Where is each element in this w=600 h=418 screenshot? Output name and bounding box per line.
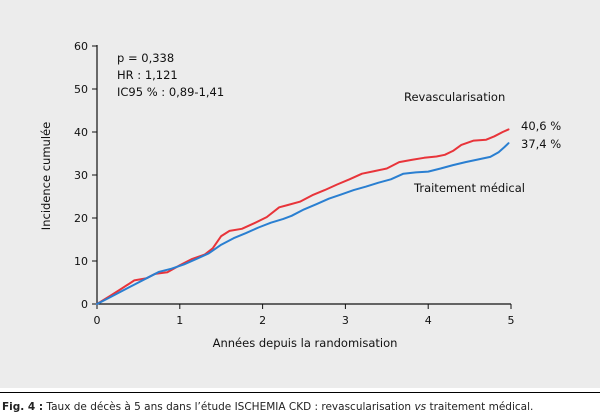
x-tick-label: 0: [94, 314, 101, 327]
end-label-revascularisation: 40,6 %: [521, 119, 561, 133]
y-axis-title: Incidence cumulée: [39, 122, 53, 230]
y-tick-label: 10: [74, 255, 88, 268]
series-lines: [96, 128, 510, 305]
ticks: 0 10 20 30 40 50 60 0 1 2 3 4 5: [74, 40, 515, 327]
end-label-traitement-medical: 37,4 %: [521, 137, 561, 151]
y-tick-label: 0: [81, 298, 88, 311]
y-tick-label: 20: [74, 212, 88, 225]
legend-revascularisation: Revascularisation: [404, 90, 505, 104]
y-tick-label: 40: [74, 126, 88, 139]
y-tick-label: 30: [74, 169, 88, 182]
caption-divider: [0, 392, 600, 393]
caption-label: Fig. 4 :: [2, 401, 44, 413]
chart-panel: [0, 0, 600, 388]
x-tick-label: 5: [508, 314, 515, 327]
caption-italic: vs: [414, 401, 427, 413]
y-tick-label: 60: [74, 40, 88, 53]
ci95-annotation: IC95 % : 0,89-1,41: [117, 85, 224, 99]
caption-text-after: traitement médical.: [426, 401, 534, 413]
x-tick-label: 4: [425, 314, 432, 327]
x-axis-title: Années depuis la randomisation: [213, 336, 398, 350]
axes: [96, 45, 511, 305]
hr-annotation: HR : 1,121: [117, 68, 178, 82]
line-chart: 0 10 20 30 40 50 60 0 1 2 3 4 5 Incidence cumulée An…: [39, 40, 561, 350]
y-tick-label: 50: [74, 83, 88, 96]
x-tick-label: 1: [176, 314, 183, 327]
series-line-revascularisation: [96, 128, 510, 305]
series-line-traitement-medical: [96, 142, 510, 305]
x-tick-label: 3: [342, 314, 349, 327]
figure-caption: Fig. 4 : Taux de décès à 5 ans dans l’ét…: [2, 401, 598, 413]
p-value-annotation: p = 0,338: [117, 51, 174, 65]
caption-text-before: Taux de décès à 5 ans dans l’étude ISCHE…: [43, 401, 415, 413]
legend-traitement-medical: Traitement médical: [413, 181, 525, 195]
x-tick-label: 2: [259, 314, 266, 327]
